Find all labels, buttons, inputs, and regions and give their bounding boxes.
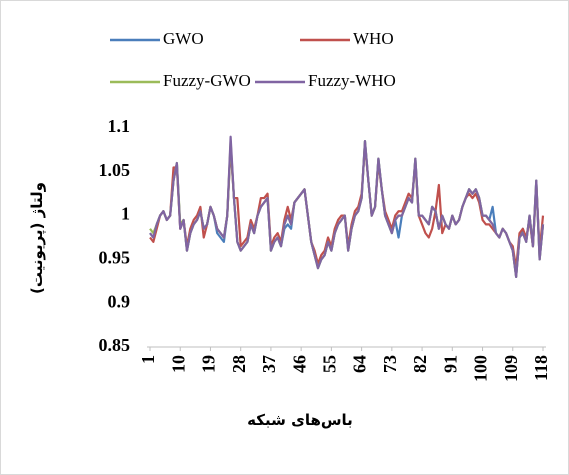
y-tick-label: 0.95 — [99, 248, 131, 268]
x-tick-label: 109 — [501, 355, 521, 382]
legend-label: WHO — [353, 29, 394, 48]
x-axis-title: باس‌های شبکه — [247, 411, 353, 429]
y-tick-label: 0.85 — [99, 335, 131, 355]
y-tick-label: 1.05 — [99, 160, 131, 180]
x-tick-label: 37 — [259, 355, 279, 373]
y-tick-label: 0.9 — [108, 291, 131, 311]
x-tick-label: 64 — [350, 355, 370, 373]
series-line — [149, 135, 545, 279]
y-tick-label: 1 — [121, 204, 130, 224]
x-tick-label: 73 — [380, 355, 400, 373]
x-tick-label: 10 — [168, 355, 188, 373]
x-tick-label: 91 — [440, 355, 460, 373]
y-tick-label: 1.1 — [108, 116, 131, 136]
x-tick-label: 1 — [138, 355, 158, 364]
x-tick-label: 28 — [229, 355, 249, 373]
x-tick-label: 82 — [410, 355, 430, 373]
x-tick-label: 55 — [320, 355, 340, 373]
x-tick-label: 100 — [471, 355, 491, 382]
legend-label: GWO — [163, 29, 204, 48]
x-tick-label: 118 — [531, 355, 551, 381]
x-tick-label: 19 — [199, 355, 219, 373]
legend-label: Fuzzy-GWO — [163, 71, 251, 90]
legend-label: Fuzzy-WHO — [308, 71, 396, 90]
x-tick-label: 46 — [289, 355, 309, 373]
y-axis-title: ولتاژ (پریونیت) — [28, 182, 47, 294]
